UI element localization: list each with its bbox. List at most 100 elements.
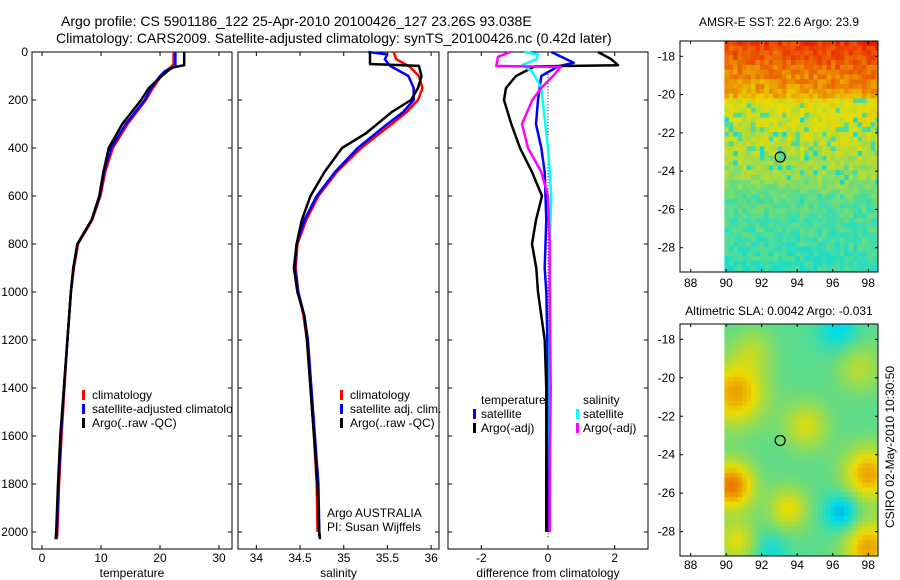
sla-cell <box>844 530 850 536</box>
sla-cell <box>728 549 734 555</box>
sst-cell <box>857 50 863 56</box>
sst-cell <box>742 151 747 157</box>
sla-cell <box>857 324 863 330</box>
sla-cell <box>848 516 854 522</box>
sst-cell <box>737 242 743 248</box>
sla-cell <box>875 357 879 363</box>
sla-cell <box>826 506 832 512</box>
sst-cell <box>839 127 845 133</box>
sst-cell <box>795 237 801 243</box>
sst-cell <box>742 189 747 195</box>
sst-cell <box>777 222 783 228</box>
sst-cell <box>826 79 832 85</box>
sst-cell <box>804 60 810 66</box>
sst-cell <box>839 237 845 243</box>
sst-cell <box>786 74 792 80</box>
sst-cell <box>835 146 841 152</box>
sla-cell <box>817 424 823 431</box>
sla-cell <box>759 501 765 507</box>
sst-cell <box>795 194 801 200</box>
sst-cell <box>799 222 805 228</box>
sst-cell <box>751 184 756 190</box>
lon-tick-label: 96 <box>826 558 840 572</box>
sst-cell <box>822 146 827 152</box>
sla-cell <box>844 506 850 512</box>
sla-cell <box>839 511 845 517</box>
sla-cell <box>786 535 792 541</box>
sst-cell <box>817 88 823 94</box>
sla-cell <box>768 400 774 407</box>
sst-cell <box>742 175 747 181</box>
sla-cell <box>853 367 858 373</box>
sst-cell <box>768 108 774 114</box>
sla-cell <box>862 497 867 503</box>
sla-cell <box>826 372 832 378</box>
sst-cell <box>724 179 730 185</box>
sst-cell <box>751 117 756 123</box>
sla-cell <box>839 453 845 459</box>
sst-cell <box>857 189 863 195</box>
sla-cell <box>742 492 747 498</box>
sla-cell <box>866 362 872 368</box>
sla-cell <box>724 357 730 363</box>
sla-cell <box>742 473 747 479</box>
sla-cell <box>866 391 872 397</box>
sst-cell <box>742 79 747 85</box>
sla-cell <box>830 400 836 407</box>
sla-cell <box>870 415 876 421</box>
sla-cell <box>804 400 810 407</box>
sst-cell <box>724 198 730 205</box>
sst-cell <box>795 98 801 104</box>
sst-cell <box>817 261 823 267</box>
sla-cell <box>804 463 810 469</box>
sla-cell <box>835 391 841 397</box>
salinity-xlabel: salinity <box>320 566 357 580</box>
sst-cell <box>746 175 752 181</box>
sla-cell <box>733 328 739 334</box>
sla-cell <box>759 376 765 383</box>
sla-cell <box>786 492 792 498</box>
sla-cell <box>857 545 863 551</box>
sst-cell <box>733 246 739 252</box>
sst-cell <box>733 103 739 109</box>
sst-cell <box>875 84 879 90</box>
sla-cell <box>755 473 761 479</box>
sla-cell <box>808 525 814 531</box>
sst-cell <box>817 237 823 243</box>
sla-cell <box>875 333 879 339</box>
sst-cell <box>768 60 774 66</box>
sla-cell <box>839 338 845 344</box>
sst-cell <box>857 79 863 85</box>
sst-cell <box>764 136 770 142</box>
sst-cell <box>728 79 734 85</box>
sla-cell <box>764 448 770 455</box>
sla-cell <box>804 381 810 387</box>
sst-cell <box>742 127 747 133</box>
sla-cell <box>844 357 850 363</box>
sst-cell <box>773 218 778 224</box>
sla-cell <box>875 338 879 344</box>
sla-map-title: Altimetric SLA: 0.0042 Argo: -0.031 <box>685 304 873 318</box>
sst-cell <box>742 208 747 214</box>
sla-cell <box>728 338 734 344</box>
sst-cell <box>742 69 747 75</box>
sla-cell <box>799 453 805 459</box>
sst-cell <box>791 256 796 262</box>
sst-cell <box>791 41 796 47</box>
sst-cell <box>737 198 743 205</box>
sla-cell <box>817 482 823 488</box>
sla-cell <box>759 386 765 392</box>
sst-cell <box>737 237 743 243</box>
sst-cell <box>786 69 792 75</box>
sst-cell <box>786 194 792 200</box>
sla-cell <box>728 343 734 349</box>
sla-cell <box>742 429 747 435</box>
sla-cell <box>813 540 818 546</box>
sst-cell <box>835 55 841 61</box>
sla-cell <box>862 482 867 488</box>
sla-cell <box>835 386 841 392</box>
sla-cell <box>733 338 739 344</box>
sst-cell <box>875 103 879 109</box>
sla-cell <box>782 506 787 512</box>
sst-cell <box>777 93 783 99</box>
